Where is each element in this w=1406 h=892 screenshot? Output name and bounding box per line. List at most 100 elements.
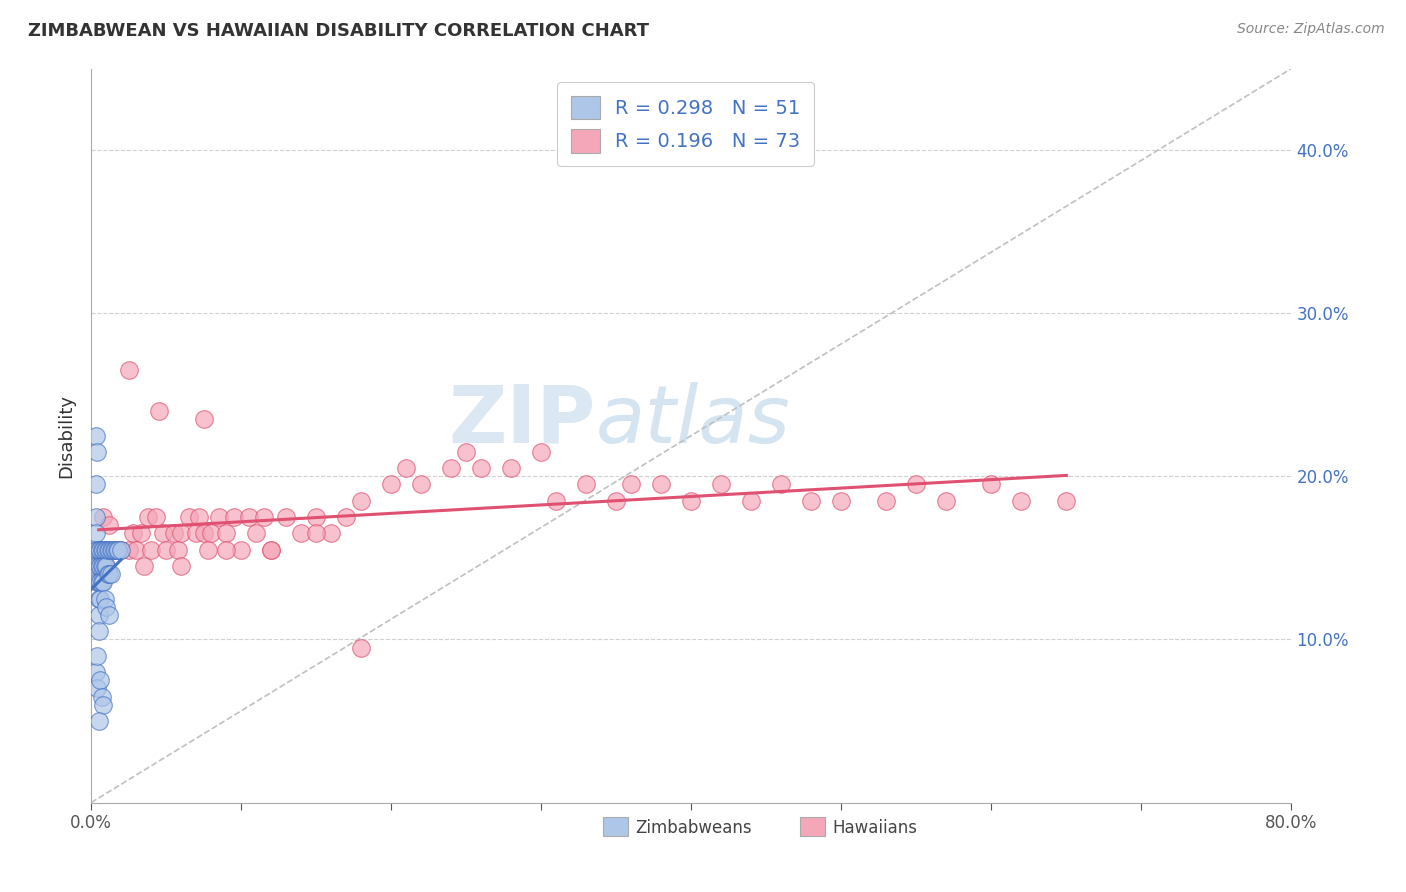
Point — [132, 559, 155, 574]
Point — [90, 542, 112, 557]
Point — [87, 714, 110, 728]
Point — [84, 526, 107, 541]
Point — [222, 510, 245, 524]
Point — [335, 510, 357, 524]
Point — [935, 493, 957, 508]
Point — [501, 461, 523, 475]
Point — [91, 575, 114, 590]
Text: ZIMBABWEAN VS HAWAIIAN DISABILITY CORRELATION CHART: ZIMBABWEAN VS HAWAIIAN DISABILITY CORREL… — [28, 22, 650, 40]
Point — [90, 575, 112, 590]
Point — [91, 698, 114, 712]
Point — [395, 461, 418, 475]
Point — [93, 542, 115, 557]
Point — [87, 559, 110, 574]
Point — [91, 559, 114, 574]
Text: atlas: atlas — [595, 382, 790, 460]
Point — [110, 542, 132, 557]
Point — [136, 510, 159, 524]
Point — [145, 510, 167, 524]
Point — [91, 542, 114, 557]
Point — [681, 493, 703, 508]
Point — [98, 542, 121, 557]
Point — [200, 526, 222, 541]
Point — [122, 526, 145, 541]
Point — [290, 526, 312, 541]
Point — [260, 542, 283, 557]
Point — [575, 477, 598, 491]
Point — [350, 493, 373, 508]
Point — [193, 526, 215, 541]
Point — [87, 542, 110, 557]
Point — [89, 673, 111, 688]
Point — [231, 542, 253, 557]
Point — [89, 575, 111, 590]
Point — [148, 404, 170, 418]
Point — [98, 518, 121, 533]
Point — [87, 591, 110, 606]
Point — [97, 542, 120, 557]
Point — [305, 526, 328, 541]
Point — [91, 510, 114, 524]
Point — [380, 477, 402, 491]
Y-axis label: Disability: Disability — [58, 393, 75, 477]
Point — [91, 559, 114, 574]
Point — [875, 493, 897, 508]
Point — [163, 526, 186, 541]
Point — [104, 542, 127, 557]
Point — [167, 542, 190, 557]
Point — [253, 510, 276, 524]
Point — [110, 542, 132, 557]
Point — [470, 461, 492, 475]
Point — [152, 526, 174, 541]
Point — [905, 477, 928, 491]
Point — [87, 607, 110, 622]
Point — [89, 591, 111, 606]
Point — [197, 542, 219, 557]
Point — [276, 510, 298, 524]
Point — [411, 477, 433, 491]
Point — [89, 559, 111, 574]
Legend: R = 0.298   N = 51, R = 0.196   N = 73: R = 0.298 N = 51, R = 0.196 N = 73 — [557, 82, 814, 166]
Point — [980, 477, 1002, 491]
Point — [440, 461, 463, 475]
Point — [90, 559, 112, 574]
Point — [90, 690, 112, 704]
Point — [86, 559, 108, 574]
Point — [141, 542, 163, 557]
Point — [84, 542, 107, 557]
Point — [87, 542, 110, 557]
Point — [260, 542, 283, 557]
Point — [830, 493, 852, 508]
Point — [456, 445, 478, 459]
Point — [620, 477, 643, 491]
Point — [650, 477, 672, 491]
Point — [530, 445, 553, 459]
Point — [96, 599, 118, 614]
Point — [87, 624, 110, 639]
Point — [177, 510, 200, 524]
Point — [100, 567, 122, 582]
Point — [96, 559, 118, 574]
Point — [87, 575, 110, 590]
Point — [118, 542, 141, 557]
Point — [740, 493, 762, 508]
Point — [101, 542, 124, 557]
Text: Hawaiians: Hawaiians — [832, 819, 917, 837]
Point — [321, 526, 343, 541]
Point — [710, 477, 733, 491]
Point — [770, 477, 793, 491]
Point — [98, 567, 121, 582]
Point — [170, 559, 193, 574]
Point — [84, 477, 107, 491]
Point — [800, 493, 823, 508]
Point — [215, 542, 238, 557]
Point — [107, 542, 129, 557]
Text: ZIP: ZIP — [449, 382, 595, 460]
Point — [96, 559, 118, 574]
Point — [107, 542, 129, 557]
Point — [188, 510, 211, 524]
Point — [350, 640, 373, 655]
Point — [89, 542, 111, 557]
Point — [305, 510, 328, 524]
Point — [93, 591, 115, 606]
